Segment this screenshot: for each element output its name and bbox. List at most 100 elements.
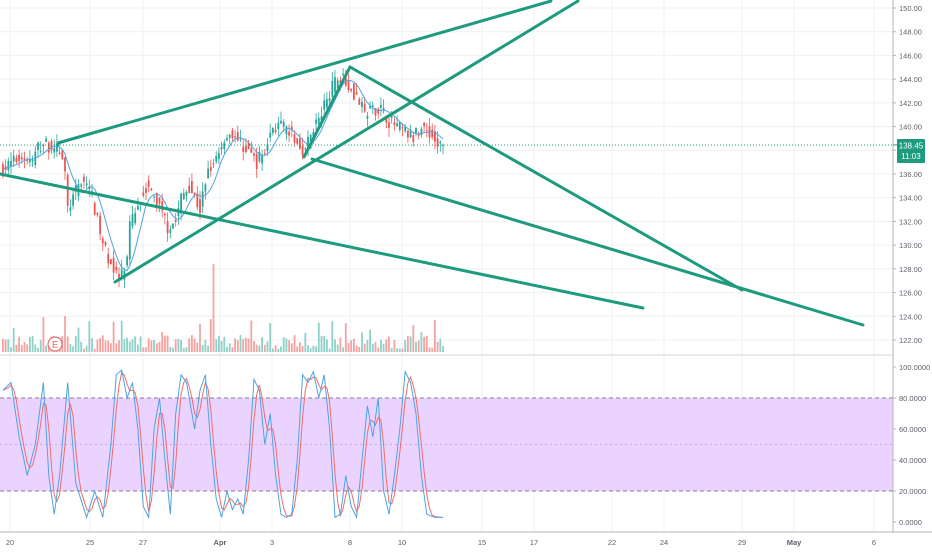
volume-bar xyxy=(12,328,15,352)
events-marker[interactable]: E xyxy=(47,336,63,352)
time-tick-label: May xyxy=(787,538,802,547)
candle-body xyxy=(104,242,107,246)
candle-body xyxy=(420,128,423,136)
candle-body xyxy=(20,157,23,160)
stochastic-tick-label: 20.0000 xyxy=(899,487,926,496)
volume-bar xyxy=(80,341,83,352)
stochastic-tick-label: 40.0000 xyxy=(899,456,926,465)
volume-bar xyxy=(404,340,407,352)
trendline[interactable] xyxy=(0,172,645,310)
time-tick-label: 25 xyxy=(86,538,94,547)
volume-bar xyxy=(377,347,380,352)
volume-bar xyxy=(220,341,223,352)
candlesticks xyxy=(2,68,444,289)
events-marker-circle[interactable] xyxy=(47,336,63,352)
volume-bar xyxy=(390,348,393,352)
volume-bar xyxy=(20,345,23,352)
volume-bar xyxy=(4,339,7,352)
candle-body xyxy=(172,223,174,229)
volume-bar xyxy=(223,336,226,352)
trendlines[interactable] xyxy=(0,0,865,327)
candle-body xyxy=(85,183,88,186)
candle-body xyxy=(293,134,296,143)
candle-body xyxy=(339,80,342,84)
price-tick-label: 126.00 xyxy=(899,289,922,298)
volume-bar xyxy=(355,345,358,352)
volume-bar xyxy=(423,336,425,352)
candle-body xyxy=(393,122,396,125)
volume-bar xyxy=(236,340,239,352)
volume-bar xyxy=(29,336,31,352)
volume-bar xyxy=(120,320,123,352)
candle-body xyxy=(131,214,134,227)
volume-bar xyxy=(201,345,204,352)
candle-body xyxy=(409,130,412,138)
candle-body xyxy=(288,131,290,136)
candle-body xyxy=(347,80,350,90)
candle-body xyxy=(29,159,31,163)
price-tick-label: 144.00 xyxy=(899,75,922,84)
volume-bar xyxy=(415,341,417,352)
volume-bar xyxy=(288,340,290,352)
candle-body xyxy=(150,188,153,191)
candle-body xyxy=(120,269,123,277)
volume-bar xyxy=(204,339,207,352)
candle-body xyxy=(355,92,358,95)
volume-bar xyxy=(380,339,382,352)
candle-body xyxy=(263,152,266,154)
trendline[interactable] xyxy=(56,0,553,145)
candle-body xyxy=(398,121,401,131)
volume-bar xyxy=(428,347,431,352)
candle-body xyxy=(26,160,29,162)
candle-body xyxy=(180,193,182,214)
volume-bar xyxy=(96,339,99,352)
volume-bar xyxy=(347,342,350,352)
volume-bar xyxy=(393,340,396,352)
volume-bar xyxy=(323,335,326,352)
volume-bar xyxy=(31,335,34,352)
volume-bar xyxy=(174,339,177,352)
candle-body xyxy=(174,219,177,222)
candle-body xyxy=(88,186,91,189)
volume-bar xyxy=(150,340,153,352)
trendline[interactable] xyxy=(310,157,865,327)
candle-body xyxy=(169,229,172,233)
candle-body xyxy=(407,130,409,138)
volume-bar xyxy=(153,340,155,352)
volume-bar xyxy=(315,346,317,352)
candle-body xyxy=(250,148,253,153)
candle-body xyxy=(285,126,288,135)
price-tick-label: 146.00 xyxy=(899,51,922,60)
candle-body xyxy=(269,132,272,138)
candle-body xyxy=(412,135,415,142)
candle-body xyxy=(110,259,112,265)
candle-body xyxy=(342,74,344,76)
trendline[interactable] xyxy=(113,0,580,284)
candle-body xyxy=(328,98,331,102)
candle-body xyxy=(436,138,439,147)
volume-bar xyxy=(104,340,107,352)
volume-bar xyxy=(326,339,328,352)
stochastic-band xyxy=(0,397,893,492)
volume-bar xyxy=(137,344,139,352)
volume-bar xyxy=(401,348,404,352)
volume-bar xyxy=(126,337,128,352)
candle-body xyxy=(201,191,204,207)
candle-body xyxy=(247,142,250,150)
candle-body xyxy=(69,207,72,211)
volume-bar xyxy=(196,342,199,352)
candle-body xyxy=(56,143,58,152)
trendline[interactable] xyxy=(348,65,744,292)
candle-body xyxy=(45,138,47,143)
volume-bar xyxy=(245,337,247,352)
volume-bar xyxy=(250,320,253,352)
volume-bar xyxy=(212,264,215,352)
candle-body xyxy=(417,133,420,136)
candle-body xyxy=(188,185,191,193)
candle-body xyxy=(166,221,169,234)
trendline[interactable] xyxy=(302,65,352,159)
candle-body xyxy=(53,148,56,153)
candle-body xyxy=(423,122,425,127)
